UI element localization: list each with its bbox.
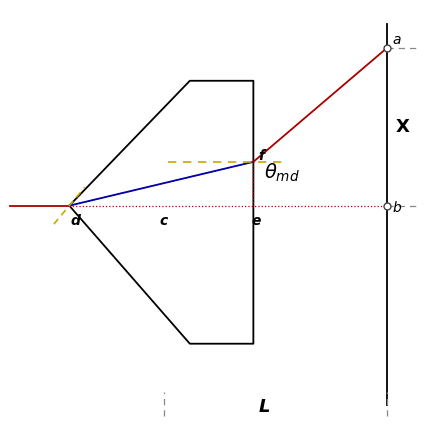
Text: L: L (258, 398, 270, 416)
Text: X: X (396, 118, 410, 136)
Text: $\theta_{md}$: $\theta_{md}$ (264, 161, 300, 184)
Text: f: f (258, 149, 265, 163)
Text: a: a (392, 33, 401, 46)
Text: d: d (71, 214, 81, 229)
Text: e: e (251, 214, 261, 229)
Text: c: c (159, 214, 168, 229)
Text: b: b (392, 201, 401, 215)
